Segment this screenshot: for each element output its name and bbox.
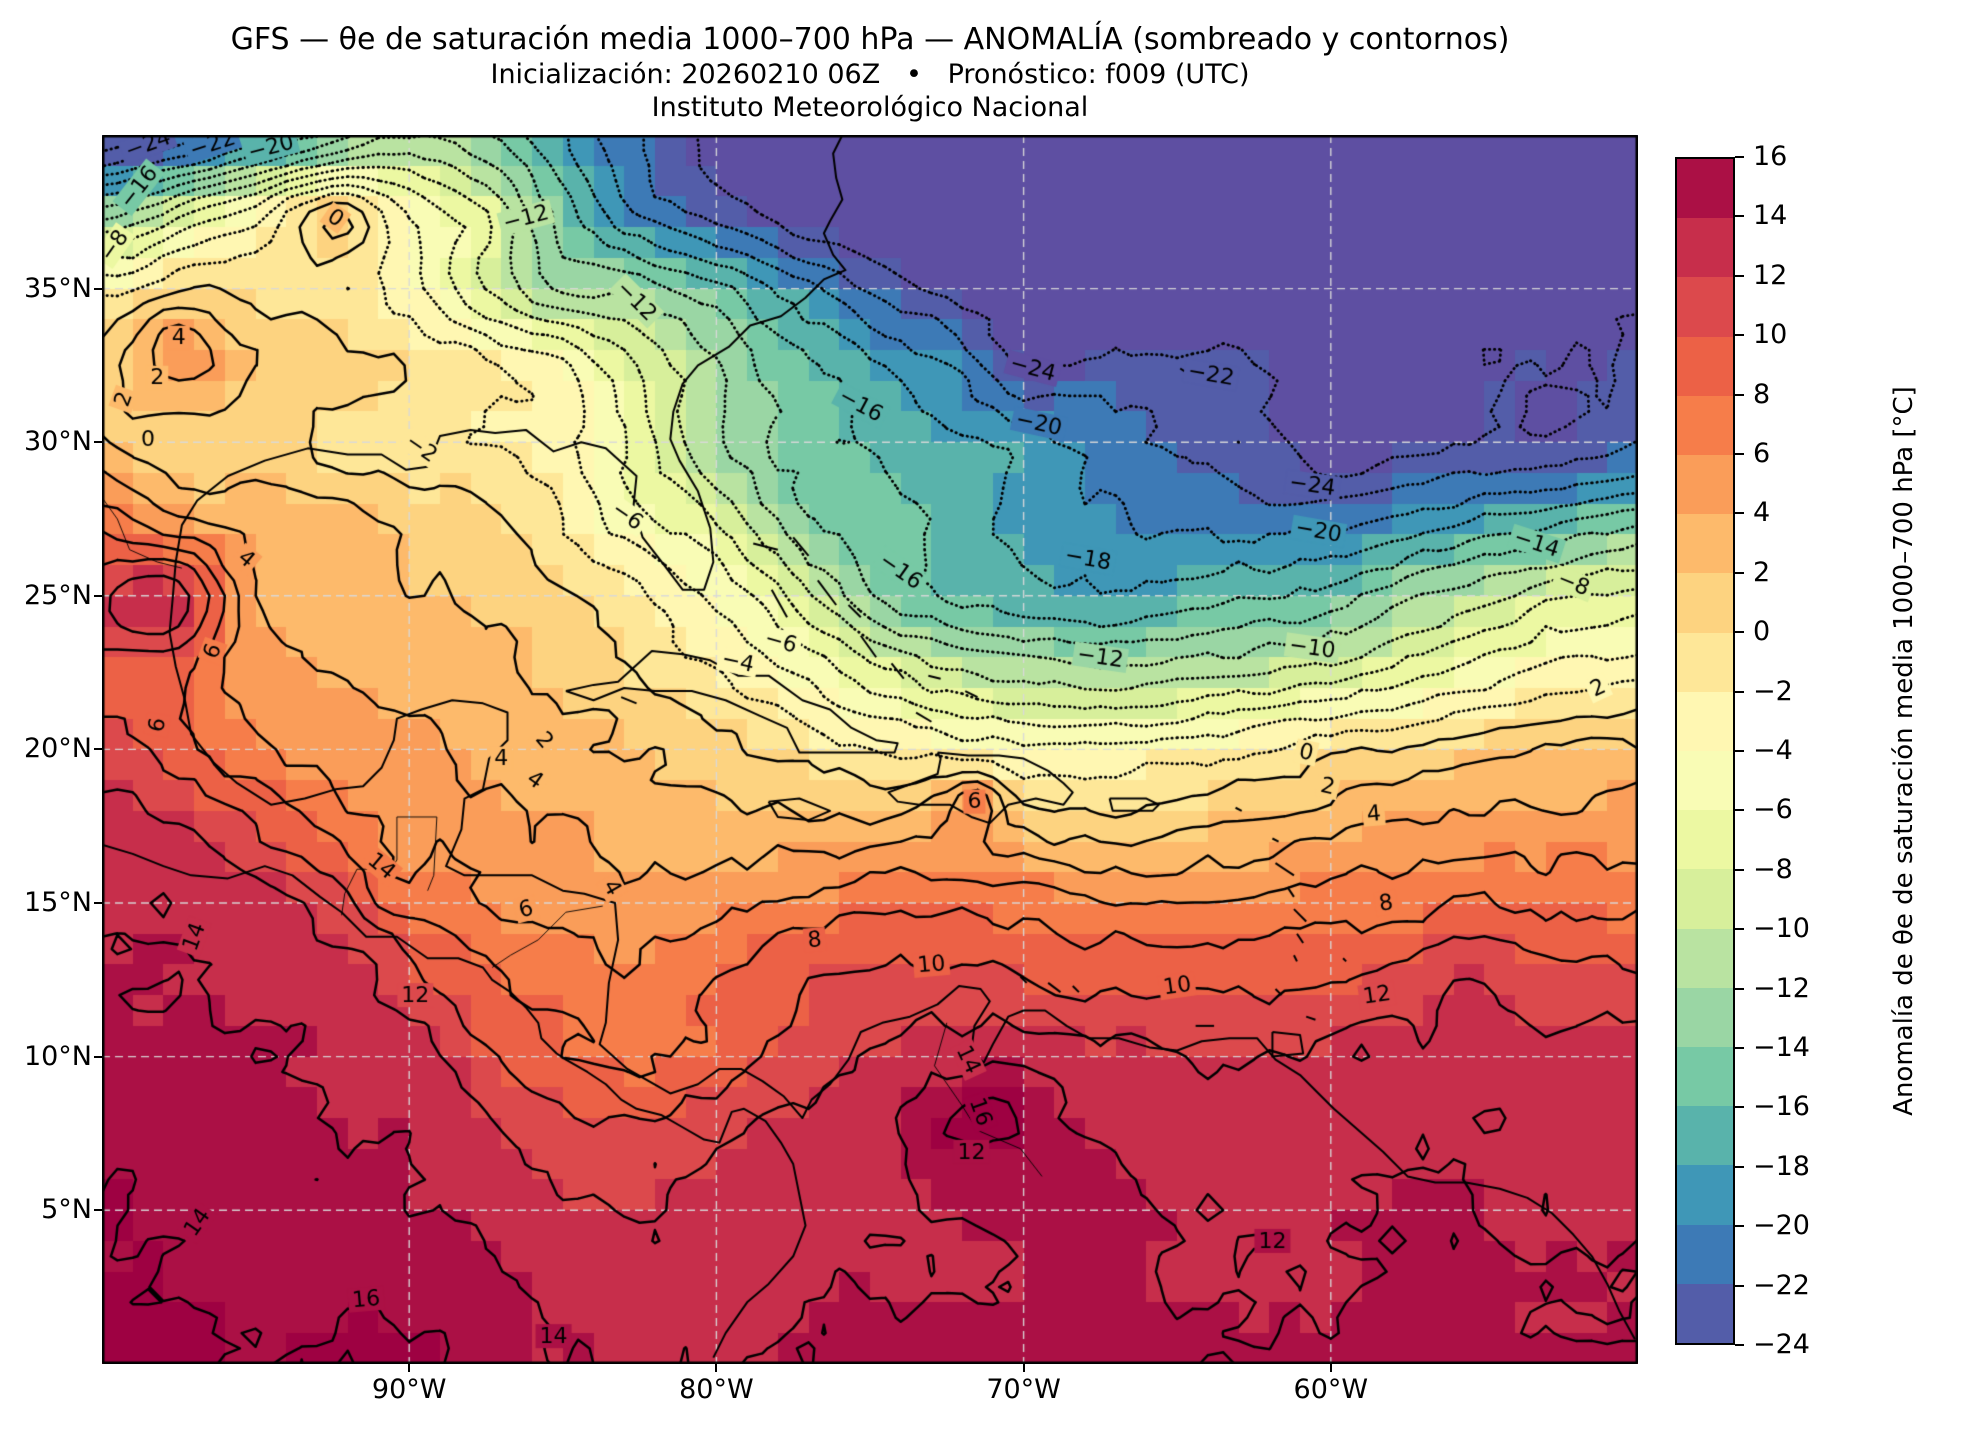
colorbar-cell (1677, 751, 1733, 811)
colorbar-tick-label: 0 (1753, 616, 1771, 648)
y-tick-mark (94, 748, 102, 751)
y-tick-label: 35°N (23, 272, 92, 304)
colorbar-cell (1677, 987, 1733, 1048)
colorbar-tick-label: 16 (1753, 141, 1788, 172)
y-tick-label: 10°N (23, 1040, 92, 1072)
x-tick-mark (1022, 1364, 1025, 1372)
x-tick-label: 90°W (371, 1374, 447, 1405)
colorbar-tick-mark (1735, 274, 1744, 277)
colorbar-cell (1677, 632, 1733, 692)
colorbar-cell (1677, 277, 1733, 337)
colorbar-tick-mark (1735, 1165, 1744, 1168)
colorbar-tick-label: −16 (1753, 1091, 1810, 1123)
colorbar-tick-label: 6 (1753, 438, 1771, 469)
colorbar-tick-label: 10 (1753, 319, 1788, 351)
colorbar-tick-mark (1735, 571, 1744, 574)
y-tick-label: 5°N (41, 1194, 92, 1226)
y-tick-label: 15°N (23, 887, 92, 918)
x-tick-label: 70°W (986, 1374, 1061, 1405)
anomaly-map-canvas (102, 135, 1638, 1364)
colorbar-cell (1677, 1283, 1733, 1344)
colorbar-tick-mark (1735, 1284, 1744, 1287)
x-tick-label: 80°W (679, 1374, 754, 1405)
colorbar-tick-mark (1735, 750, 1744, 752)
colorbar-cell (1677, 691, 1733, 752)
y-tick-label: 30°N (23, 426, 92, 458)
colorbar-tick-mark (1735, 453, 1744, 455)
colorbar-tick-label: 4 (1753, 497, 1771, 529)
figure-title: GFS — θe de saturación media 1000–700 hP… (230, 22, 1510, 57)
y-tick-label: 20°N (23, 733, 92, 765)
colorbar-tick-mark (1735, 1106, 1744, 1109)
y-tick-mark (94, 902, 102, 904)
colorbar-tick-mark (1735, 631, 1744, 634)
colorbar-cell (1677, 928, 1733, 988)
colorbar-tick-mark (1735, 868, 1744, 871)
colorbar-tick-label: 12 (1753, 259, 1788, 291)
colorbar-cell (1677, 1224, 1733, 1284)
colorbar-cell (1677, 159, 1733, 219)
colorbar-tick-mark (1735, 1225, 1744, 1228)
colorbar-tick-label: −10 (1753, 913, 1810, 945)
colorbar-tick-mark (1735, 987, 1744, 990)
colorbar-tick-label: −8 (1753, 853, 1793, 885)
colorbar-tick-mark (1735, 512, 1744, 515)
colorbar-tick-label: 14 (1753, 200, 1788, 232)
figure-subtitle: Inicialización: 20260210 06Z • Pronóstic… (490, 59, 1250, 90)
colorbar-tick-mark (1735, 334, 1744, 337)
y-tick-mark (94, 287, 102, 290)
y-tick-mark (94, 1209, 102, 1212)
colorbar-tick-label: −12 (1753, 972, 1810, 1004)
colorbar-cell (1677, 1047, 1733, 1107)
colorbar-tick-mark (1735, 393, 1744, 396)
x-tick-mark (1329, 1364, 1332, 1372)
colorbar-label: Anomalía de θe de saturación media 1000–… (1889, 386, 1919, 1116)
figure-credit: Instituto Meteorológico Nacional (651, 92, 1089, 123)
colorbar-tick-mark (1735, 809, 1744, 812)
colorbar-cell (1677, 810, 1733, 870)
colorbar-tick-label: 8 (1753, 378, 1771, 410)
y-tick-mark (94, 594, 102, 597)
colorbar-cell (1677, 514, 1733, 574)
colorbar-cell (1677, 573, 1733, 633)
colorbar-tick-mark (1735, 1047, 1744, 1049)
colorbar-tick-mark (1735, 215, 1744, 218)
colorbar-tick-label: 2 (1753, 556, 1771, 588)
colorbar (1675, 157, 1735, 1345)
colorbar-tick-label: −2 (1753, 675, 1793, 707)
colorbar-cell (1677, 455, 1733, 515)
x-tick-mark (715, 1364, 718, 1372)
colorbar-tick-label: −4 (1753, 735, 1793, 766)
colorbar-tick-label: −6 (1753, 794, 1793, 826)
colorbar-tick-label: −24 (1753, 1329, 1810, 1360)
colorbar-cell (1677, 869, 1733, 929)
y-tick-label: 25°N (23, 579, 92, 611)
colorbar-cell (1677, 336, 1733, 396)
x-tick-mark (408, 1364, 411, 1372)
colorbar-tick-label: −22 (1753, 1269, 1810, 1301)
colorbar-tick-mark (1735, 1344, 1744, 1346)
colorbar-tick-mark (1735, 156, 1744, 158)
colorbar-tick-label: −14 (1753, 1032, 1810, 1063)
y-tick-mark (94, 441, 102, 444)
colorbar-cell (1677, 395, 1733, 456)
x-tick-label: 60°W (1293, 1374, 1369, 1405)
colorbar-tick-label: −20 (1753, 1210, 1810, 1242)
colorbar-cell (1677, 218, 1733, 278)
colorbar-tick-mark (1735, 928, 1744, 931)
y-tick-mark (94, 1055, 102, 1058)
colorbar-cell (1677, 1165, 1733, 1225)
colorbar-tick-mark (1735, 690, 1744, 693)
colorbar-tick-label: −18 (1753, 1150, 1810, 1182)
colorbar-cell (1677, 1106, 1733, 1166)
